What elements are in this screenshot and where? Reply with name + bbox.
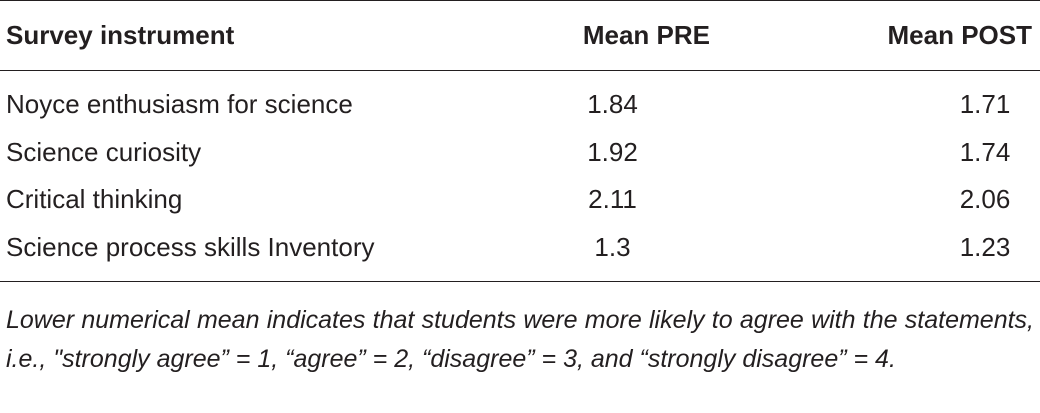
header-row: Survey instrument Mean PRE Mean POST (0, 0, 1040, 71)
cell-mean-post: 1.74 (959, 136, 1011, 167)
data-table-container: Survey instrument Mean PRE Mean POST Noy… (0, 0, 1040, 282)
header-mean-pre: Mean PRE (505, 0, 770, 71)
cell-instrument: Critical thinking (6, 184, 183, 215)
table-row: Noyce enthusiasm for science 1.84 1.71 (0, 71, 1040, 129)
header-survey-instrument: Survey instrument (0, 0, 505, 71)
cell-mean-pre: 1.92 (587, 136, 638, 167)
cell-instrument: Science process skills Inventory (0, 223, 505, 282)
table-body: Noyce enthusiasm for science 1.84 1.71 S… (0, 71, 1040, 282)
cell-mean-pre: 2.11 (588, 184, 637, 215)
table-row: Science process skills Inventory 1.3 1.2… (0, 223, 1040, 282)
table-header: Survey instrument Mean PRE Mean POST (0, 0, 1040, 71)
table-row: Critical thinking 2.11 2.06 (0, 176, 1040, 224)
cell-instrument: Science curiosity (6, 136, 202, 167)
cell-mean-post: 1.23 (770, 223, 1040, 282)
header-mean-post: Mean POST (770, 0, 1040, 71)
table-footnote: Lower numerical mean indicates that stud… (6, 306, 1034, 373)
cell-mean-pre: 1.84 (587, 89, 638, 120)
cell-mean-post: 1.71 (959, 89, 1011, 120)
cell-mean-pre: 1.3 (505, 223, 770, 282)
cell-mean-post: 2.06 (959, 184, 1011, 215)
survey-means-table: Survey instrument Mean PRE Mean POST Noy… (0, 0, 1040, 282)
table-row: Science curiosity 1.92 1.74 (0, 129, 1040, 177)
cell-instrument: Noyce enthusiasm for science (6, 89, 353, 120)
